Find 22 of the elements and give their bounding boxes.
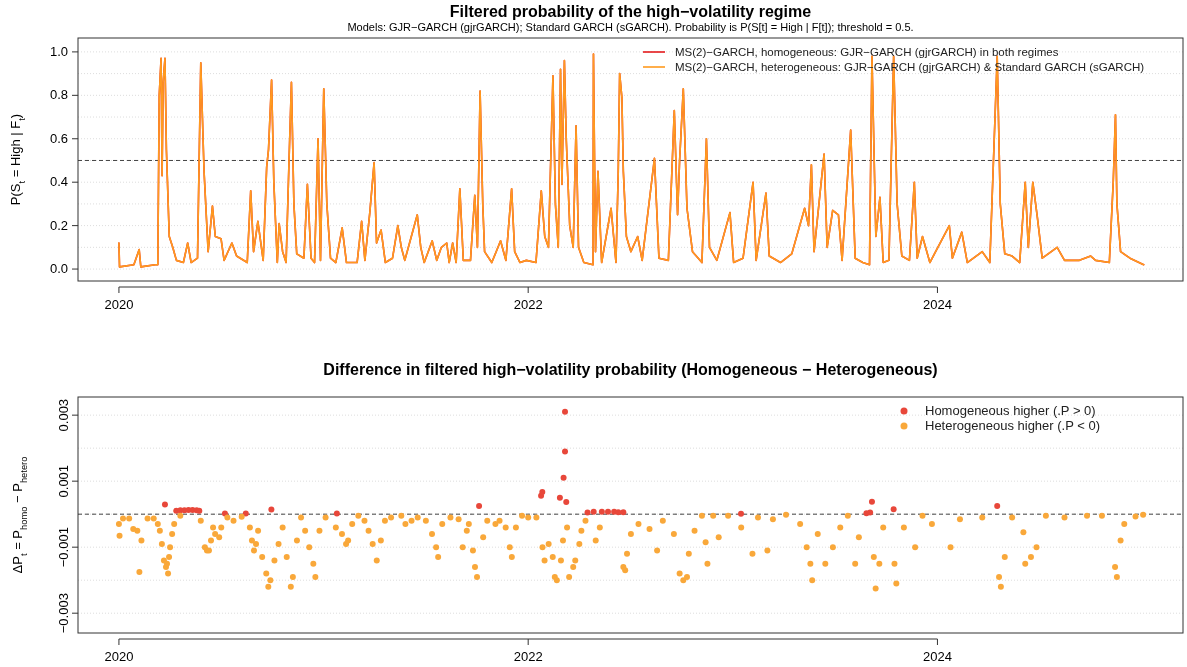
y-tick-label: 1.0 bbox=[49, 43, 68, 59]
chart-subtitle: Models: GJR−GARCH (gjrGARCH); Standard GARCH (sGARCH). Probability is P(S[t] = High | F[t]); threshold = 0.5. bbox=[347, 21, 914, 33]
x-tick-label: 2022 bbox=[513, 649, 543, 664]
x-tick-label: 2024 bbox=[922, 649, 952, 664]
x-tick-label: 2022 bbox=[513, 297, 543, 312]
y-tick-label: −0.003 bbox=[56, 593, 71, 634]
y-tick-label: 0.2 bbox=[49, 217, 68, 233]
chart-title: Difference in filtered high−volatility probability (Homogeneous − Heterogeneous) bbox=[323, 361, 938, 378]
y-tick-label: 0.0 bbox=[49, 261, 68, 277]
y-tick-label: −0.001 bbox=[56, 527, 71, 568]
legend-label: Heterogeneous higher (.P < 0) bbox=[925, 418, 1101, 433]
x-tick-label: 2020 bbox=[104, 297, 134, 312]
y-tick-label: 0.6 bbox=[49, 130, 68, 146]
chart-title: Filtered probability of the high−volatility regime bbox=[449, 3, 812, 20]
x-tick-label: 2020 bbox=[104, 649, 134, 664]
legend-label: MS(2)−GARCH, homogeneous: GJR−GARCH (gjrGARCH) in both regimes bbox=[675, 46, 1059, 58]
x-tick-label: 2024 bbox=[922, 297, 952, 312]
legend-label: Homogeneous higher (.P > 0) bbox=[925, 403, 1096, 418]
y-tick-label: 0.001 bbox=[56, 464, 71, 498]
y-tick-label: 0.8 bbox=[49, 87, 68, 103]
y-tick-label: 0.003 bbox=[56, 398, 71, 432]
y-tick-label: 0.4 bbox=[49, 174, 68, 190]
